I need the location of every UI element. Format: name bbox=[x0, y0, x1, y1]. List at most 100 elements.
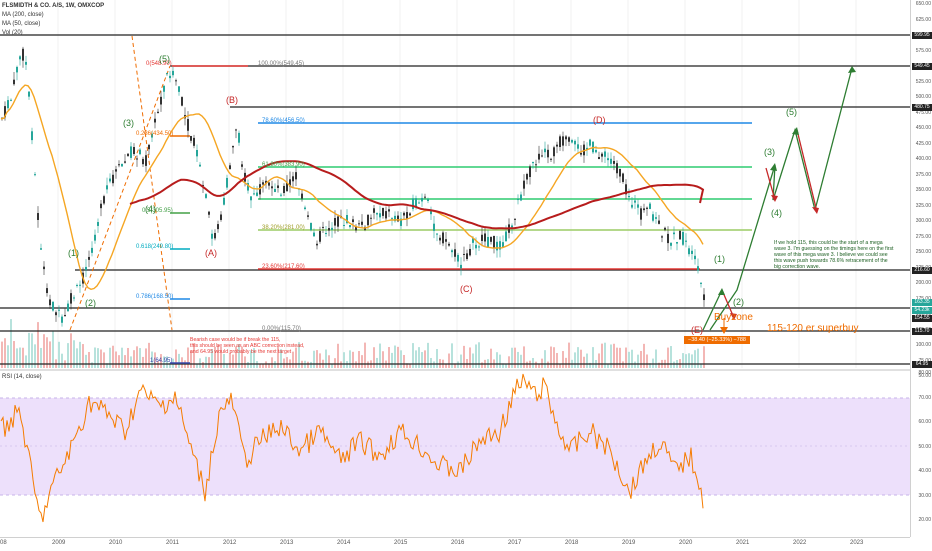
volume-bar bbox=[397, 346, 399, 368]
candle-body bbox=[325, 232, 327, 235]
candle-body bbox=[658, 220, 660, 224]
volume-bar bbox=[538, 363, 540, 368]
volume-bar bbox=[115, 351, 117, 368]
volume-bar bbox=[19, 347, 21, 368]
volume-bar bbox=[556, 352, 558, 368]
volume-bar bbox=[118, 355, 120, 368]
volume-bar bbox=[445, 363, 447, 368]
volume-bar bbox=[148, 342, 150, 368]
volume-bar bbox=[379, 343, 381, 368]
volume-bar bbox=[436, 349, 438, 368]
volume-bar bbox=[559, 363, 561, 368]
candle-body bbox=[511, 225, 513, 228]
volume-bar bbox=[580, 349, 582, 368]
volume-bar bbox=[352, 351, 354, 368]
candle-body bbox=[319, 231, 321, 242]
candle-body bbox=[625, 184, 627, 195]
volume-bar bbox=[523, 346, 525, 368]
candle-body bbox=[91, 247, 93, 253]
volume-bar bbox=[76, 348, 78, 368]
volume-bar bbox=[250, 350, 252, 368]
price-tick: 250.00 bbox=[915, 249, 931, 255]
volume-bar bbox=[655, 349, 657, 368]
candle-body bbox=[304, 207, 306, 210]
volume-bar bbox=[694, 350, 696, 368]
volume-bar bbox=[688, 353, 690, 368]
candle-body bbox=[154, 118, 156, 123]
time-axis[interactable]: 08 2009 2010 2011 2012 2013 2014 2015 20… bbox=[0, 537, 910, 551]
rsi-chart[interactable] bbox=[0, 371, 910, 537]
time-tick-5: 2013 bbox=[280, 540, 294, 546]
candle-body bbox=[667, 233, 669, 244]
candle-body bbox=[16, 66, 18, 73]
candle-body bbox=[4, 106, 6, 118]
candle-body bbox=[358, 223, 360, 225]
price-chart[interactable] bbox=[0, 0, 910, 368]
volume-bar bbox=[265, 361, 267, 368]
candle-body bbox=[700, 282, 702, 284]
price-tick: 575.00 bbox=[915, 47, 931, 54]
volume-bar bbox=[79, 341, 81, 368]
volume-bar bbox=[400, 350, 402, 368]
price-tick: 350.00 bbox=[915, 187, 931, 193]
price-tick: 375.00 bbox=[915, 171, 931, 178]
time-tick-10: 2018 bbox=[565, 540, 579, 546]
volume-bar bbox=[70, 333, 72, 368]
price-badge: 480.75 bbox=[912, 104, 932, 111]
candle-body bbox=[517, 199, 519, 201]
volume-bar bbox=[133, 350, 135, 368]
volume-bar bbox=[496, 352, 498, 368]
pane-divider[interactable] bbox=[0, 369, 910, 371]
volume-bar bbox=[175, 349, 177, 368]
candle-body bbox=[388, 209, 390, 212]
candle-body bbox=[40, 248, 42, 250]
volume-bar bbox=[193, 343, 195, 368]
price-axis[interactable]: 650.00625.00600.00575.00550.00525.00500.… bbox=[910, 0, 932, 537]
volume-bar bbox=[544, 350, 546, 368]
volume-bar bbox=[475, 344, 477, 368]
candle-body bbox=[190, 135, 192, 141]
candle-body bbox=[574, 140, 576, 145]
candle-body bbox=[268, 182, 270, 186]
candle-body bbox=[577, 144, 579, 149]
wave-label-d: (D) bbox=[593, 115, 606, 125]
volume-bar bbox=[508, 356, 510, 368]
price-tick: 50.00 bbox=[918, 373, 931, 379]
candle-body bbox=[223, 197, 225, 205]
volume-bar bbox=[469, 347, 471, 368]
candle-body bbox=[37, 213, 39, 220]
volume-bar bbox=[340, 361, 342, 368]
candle-body bbox=[226, 177, 228, 188]
candle-body bbox=[541, 155, 543, 157]
volume-bar bbox=[451, 343, 453, 368]
candle-body bbox=[259, 184, 261, 195]
volume-bar bbox=[577, 347, 579, 368]
time-tick-14: 2022 bbox=[793, 540, 807, 546]
volume-bar bbox=[13, 341, 15, 368]
fib-label-0: 0(548.90) bbox=[146, 61, 172, 67]
candle-body bbox=[490, 236, 492, 242]
candle-body bbox=[673, 232, 675, 235]
ma50-line bbox=[0, 84, 704, 291]
volume-bar bbox=[49, 341, 51, 368]
price-tick: 425.00 bbox=[915, 140, 931, 147]
volume-bar bbox=[1, 341, 3, 368]
legend-ma200: MA (200, close) bbox=[2, 12, 44, 18]
volume-bar bbox=[124, 355, 126, 368]
volume-bar bbox=[232, 354, 234, 368]
time-tick-15: 2023 bbox=[850, 540, 864, 546]
volume-bar bbox=[310, 361, 312, 368]
volume-bar bbox=[82, 344, 84, 368]
candle-body bbox=[646, 207, 648, 209]
candle-body bbox=[487, 236, 489, 248]
candle-body bbox=[130, 146, 132, 158]
wave-label-2-new: (2) bbox=[733, 297, 744, 307]
candle-body bbox=[586, 147, 588, 150]
volume-bar bbox=[319, 353, 321, 368]
candle-body bbox=[439, 237, 441, 241]
wave-label-c: (C) bbox=[460, 284, 473, 294]
ext-label-1: 1(64.95) bbox=[150, 358, 173, 364]
candle-body bbox=[544, 148, 546, 153]
volume-bar bbox=[691, 354, 693, 368]
candle-body bbox=[514, 218, 516, 220]
